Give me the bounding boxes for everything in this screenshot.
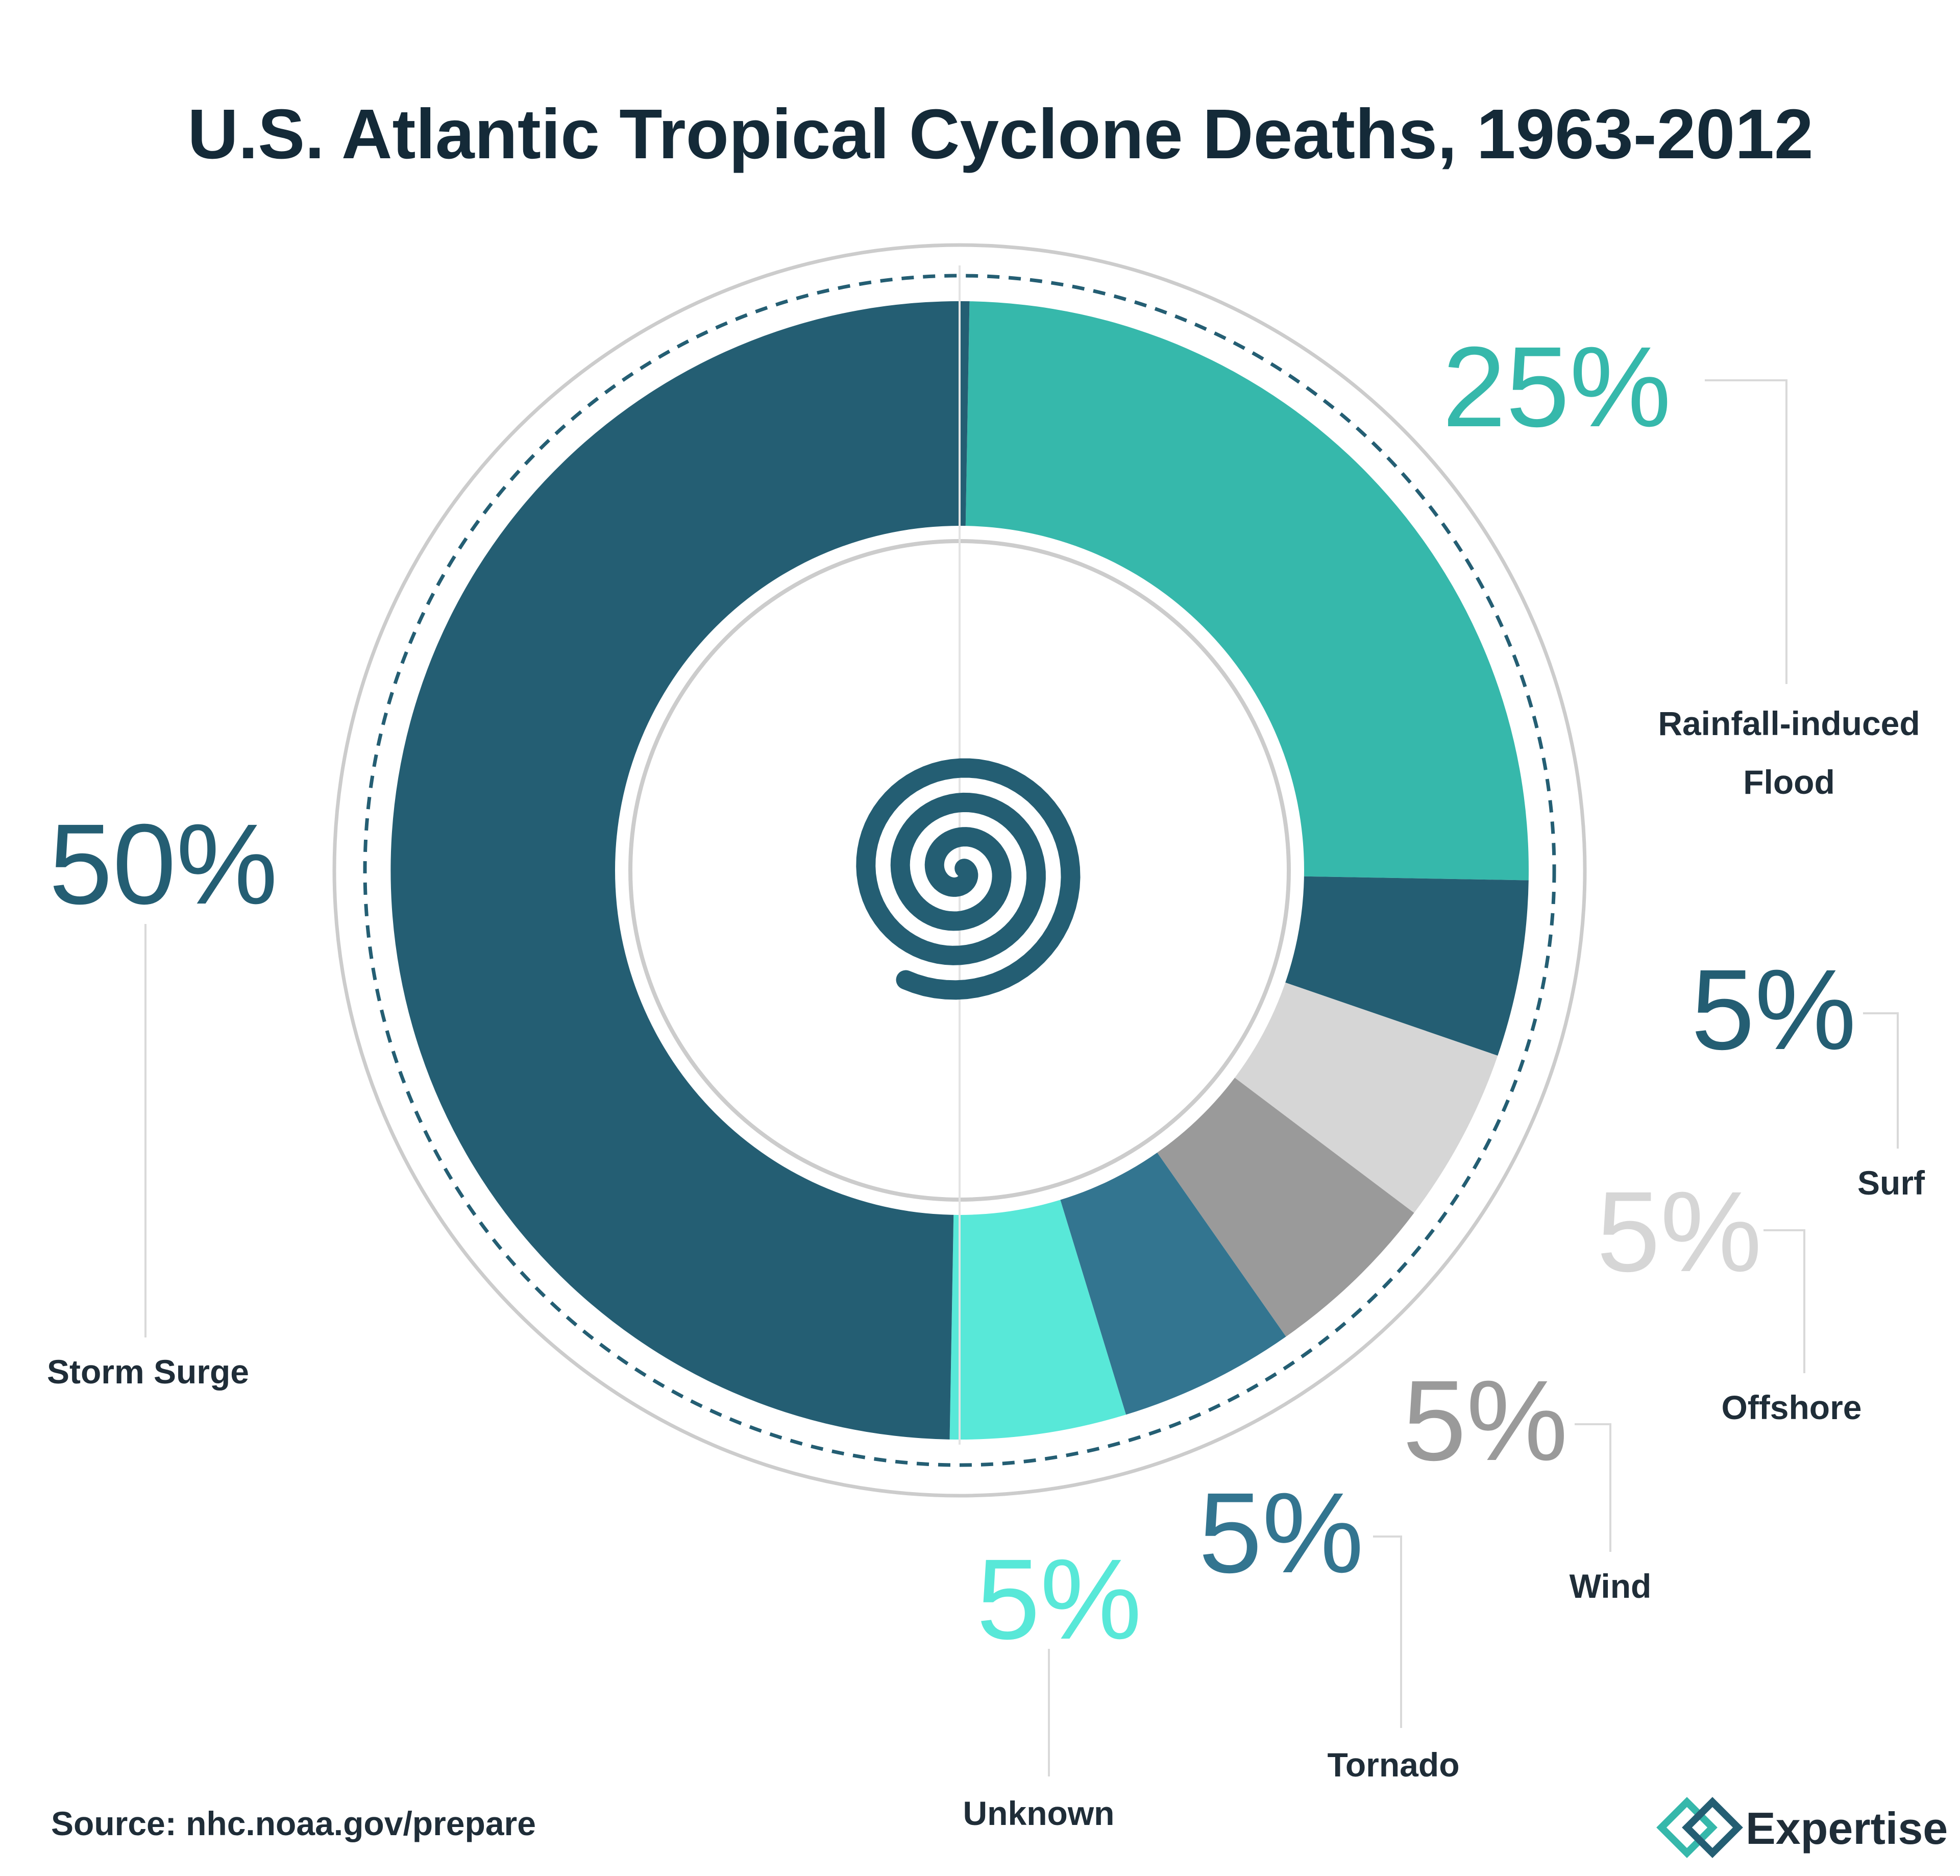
expertise-logo-icon (1656, 1797, 1743, 1858)
leader-line-surf (1863, 1012, 1899, 1149)
donut-slices (390, 301, 1529, 1440)
value-label-surf: 5% (1691, 946, 1856, 1074)
category-label-wind: Wind (1570, 1567, 1652, 1605)
brand-logo: Expertise (1656, 1797, 1948, 1858)
slice-labels: 25% Rainfall-induced Flood 5% Surf 5% Offshore… (47, 323, 1925, 1832)
leader-line-rainfall-induced-flood (1705, 379, 1787, 684)
leader-line-wind (1575, 1423, 1611, 1552)
chart-title: U.S. Atlantic Tropical Cyclone Deaths, 1… (187, 95, 1813, 174)
value-label-storm-surge: 50% (49, 800, 278, 928)
hurricane-spiral-icon (856, 758, 1081, 1000)
value-label-rainfall-induced-flood: 25% (1442, 323, 1671, 451)
category-label-unknown: Unknown (963, 1794, 1115, 1832)
leader-line-tornado (1373, 1536, 1402, 1728)
slice-wind (1149, 1070, 1414, 1337)
category-label-rainfall-induced-flood: Rainfall-induced (1658, 704, 1920, 742)
dashed-ring (363, 274, 1556, 1467)
value-label-unknown: 5% (976, 1536, 1142, 1663)
brand-name: Expertise (1746, 1803, 1948, 1854)
category-label-tornado: Tornado (1327, 1746, 1459, 1784)
value-label-tornado: 5% (1198, 1469, 1364, 1597)
category-label-rainfall-induced-flood: Flood (1743, 763, 1835, 801)
leader-line-offshore (1763, 1229, 1805, 1373)
value-label-wind: 5% (1403, 1357, 1568, 1484)
source-note: Source: nhc.noaa.gov/prepare (51, 1805, 536, 1842)
category-label-surf: Surf (1857, 1164, 1925, 1202)
outer-ring (332, 243, 1587, 1498)
slice-unknown (949, 1187, 1126, 1440)
slice-offshore (1224, 978, 1498, 1213)
slice-rainfall-induced-flood (965, 301, 1529, 881)
slice-surf (1273, 876, 1529, 1056)
category-label-storm-surge: Storm Surge (47, 1353, 249, 1391)
slice-tornado (1057, 1142, 1286, 1415)
category-label-offshore: Offshore (1721, 1388, 1861, 1426)
slice-storm-surge (390, 301, 970, 1440)
value-label-offshore: 5% (1597, 1168, 1762, 1296)
